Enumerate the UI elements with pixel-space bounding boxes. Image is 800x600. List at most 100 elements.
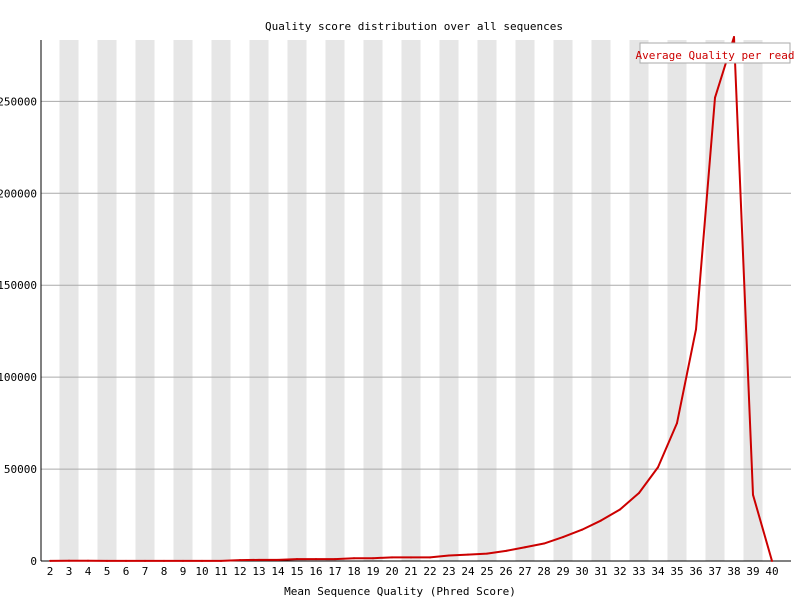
data-point	[581, 528, 583, 531]
data-point	[125, 559, 127, 562]
band-11	[211, 40, 231, 561]
band-5	[97, 40, 117, 561]
x-tick-label: 12	[233, 565, 246, 578]
data-point	[657, 466, 659, 469]
data-point	[296, 558, 298, 561]
data-point	[144, 559, 146, 562]
x-tick-label: 26	[499, 565, 512, 578]
data-point	[714, 96, 716, 99]
data-point	[448, 554, 450, 557]
data-point	[771, 560, 773, 562]
series-lines	[49, 36, 773, 562]
x-tick-label: 3	[66, 565, 73, 578]
x-tick-label: 31	[594, 565, 607, 578]
y-tick-label: 200000	[0, 187, 37, 200]
y-tick-labels: 0 50000 100000 150000 200000 250000	[0, 95, 37, 568]
data-point	[486, 552, 488, 555]
data-point	[277, 558, 279, 561]
x-tick-label: 35	[670, 565, 683, 578]
x-tick-label: 17	[328, 565, 341, 578]
horizontal-gridlines	[41, 100, 791, 470]
x-tick-label: 27	[518, 565, 531, 578]
data-point	[695, 328, 697, 331]
x-tick-label: 20	[385, 565, 398, 578]
data-point	[220, 559, 222, 562]
x-tick-label: 33	[632, 565, 645, 578]
band-23	[439, 40, 459, 561]
data-point	[258, 558, 260, 561]
data-point	[106, 559, 108, 562]
x-tick-label: 38	[727, 565, 740, 578]
background-bands	[59, 40, 763, 561]
y-tick-label: 150000	[0, 279, 37, 292]
x-tick-label: 5	[104, 565, 111, 578]
band-33	[629, 40, 649, 561]
x-tick-label: 28	[537, 565, 550, 578]
x-tick-label: 4	[85, 565, 92, 578]
data-point	[391, 556, 393, 559]
band-15	[287, 40, 307, 561]
band-29	[553, 40, 573, 561]
band-9	[173, 40, 193, 561]
data-point	[182, 559, 184, 562]
data-point	[353, 557, 355, 560]
band-25	[477, 40, 497, 561]
data-point	[334, 558, 336, 561]
data-point	[201, 559, 203, 562]
data-point	[524, 546, 526, 549]
x-tick-label: 14	[271, 565, 285, 578]
data-point	[752, 493, 754, 496]
y-tick-label: 100000	[0, 371, 37, 384]
data-point	[429, 556, 431, 559]
data-point	[600, 519, 602, 522]
data-point	[638, 491, 640, 494]
data-point	[315, 558, 317, 561]
x-tick-label: 29	[556, 565, 569, 578]
x-tick-label: 10	[195, 565, 208, 578]
data-point	[562, 536, 564, 539]
x-tick-labels: 2 3 4 5 6 7 8 9 10 11 12 13 14 15 16 17 18 19 20 21 22 23 24 25…	[47, 565, 779, 578]
x-tick-label: 2	[47, 565, 54, 578]
data-point	[163, 559, 165, 562]
x-tick-label: 13	[252, 565, 265, 578]
data-point	[410, 556, 412, 559]
data-point	[505, 549, 507, 552]
x-tick-label: 7	[142, 565, 149, 578]
band-21	[401, 40, 421, 561]
band-13	[249, 40, 269, 561]
data-point	[68, 559, 70, 562]
x-tick-label: 8	[161, 565, 168, 578]
x-tick-label: 9	[180, 565, 187, 578]
band-19	[363, 40, 383, 561]
band-35	[667, 40, 687, 561]
x-tick-label: 19	[366, 565, 379, 578]
x-tick-label: 40	[765, 565, 778, 578]
x-tick-label: 37	[708, 565, 721, 578]
data-point	[543, 542, 545, 545]
x-axis-label: Mean Sequence Quality (Phred Score)	[284, 585, 516, 598]
x-tick-label: 34	[651, 565, 665, 578]
x-tick-label: 21	[404, 565, 417, 578]
data-point	[733, 36, 735, 38]
x-tick-label: 11	[214, 565, 227, 578]
band-3	[59, 40, 79, 561]
data-point	[372, 557, 374, 560]
x-tick-label: 15	[290, 565, 303, 578]
legend-box	[639, 42, 791, 64]
data-point	[87, 559, 89, 562]
x-tick-label: 30	[575, 565, 588, 578]
x-tick-label: 39	[746, 565, 759, 578]
chart-title: Quality score distribution over all sequ…	[265, 20, 563, 33]
x-tick-label: 18	[347, 565, 360, 578]
band-39	[743, 40, 763, 561]
band-17	[325, 40, 345, 561]
band-37	[705, 40, 725, 561]
data-point	[619, 508, 621, 511]
data-point	[49, 559, 51, 562]
band-7	[135, 40, 155, 561]
x-tick-label: 6	[123, 565, 130, 578]
data-point	[676, 422, 678, 425]
x-tick-label: 22	[423, 565, 436, 578]
band-27	[515, 40, 535, 561]
